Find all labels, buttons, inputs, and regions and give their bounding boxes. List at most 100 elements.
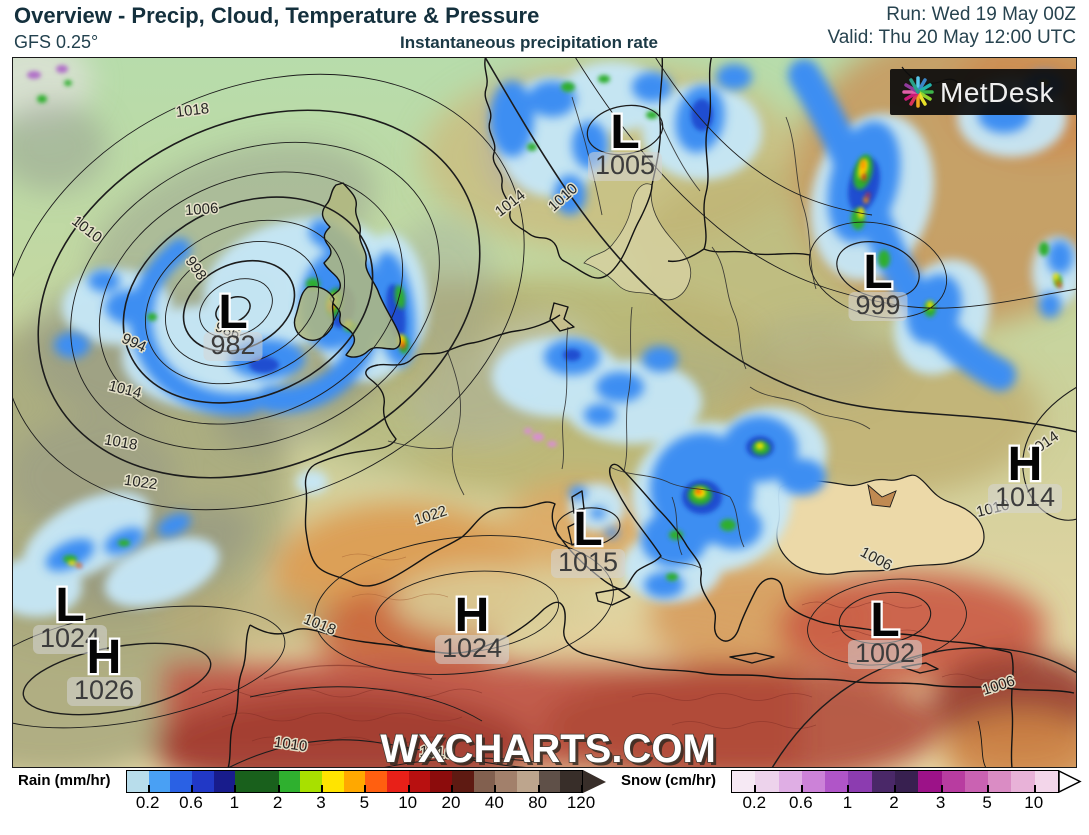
- colorbar-segment: [322, 771, 344, 792]
- colorbar-tick: [581, 785, 583, 792]
- colorbar-tick: [894, 785, 896, 792]
- colorbar-segment: [300, 771, 323, 792]
- colorbar-tick-label: 2: [272, 793, 283, 812]
- wxcharts-watermark: WXCHARTS.COM WXCHARTS.COM: [379, 726, 719, 774]
- colorbar-segment: [495, 771, 518, 792]
- colorbar-tick-label: 0.2: [742, 793, 767, 812]
- pressure-center-letter: L: [870, 594, 899, 647]
- colorbar-tick: [847, 785, 850, 792]
- colorbar-tick-label: 40: [484, 793, 504, 812]
- colorbar-tick: [987, 785, 990, 792]
- mainland-coast: [304, 314, 1012, 654]
- colorbar-segment: [964, 771, 989, 792]
- baltic-sea: [583, 183, 692, 301]
- colorbar-tick-label: 0.6: [789, 793, 813, 812]
- pressure-center-value: 1015: [558, 547, 618, 577]
- pressure-center-value: 999: [855, 290, 900, 320]
- colorbar-tick-label: 0.2: [135, 793, 160, 812]
- parameter-subtitle: Instantaneous precipitation rate: [400, 33, 658, 52]
- pressure-center-letter: H: [455, 589, 490, 642]
- colorbar-segment: [801, 771, 826, 792]
- colorbar-segment: [517, 771, 539, 792]
- sardinia: [567, 520, 585, 546]
- morocco-coast: [227, 624, 251, 769]
- colorbar-tick-label: 80: [528, 793, 548, 812]
- pressure-center-letter: H: [1008, 438, 1043, 491]
- colorbar-tick: [537, 785, 540, 792]
- colorbar-tick: [321, 785, 323, 792]
- colorbar-tick: [407, 785, 410, 792]
- snow-tick-labels: 0.2 0.6 1 2 3 5 10: [731, 793, 1057, 813]
- colorbar-segment: [755, 771, 779, 792]
- colorbar-segment: [473, 771, 496, 792]
- pressure-value-chip: [588, 152, 662, 181]
- crimea: [867, 483, 897, 508]
- colorbar-tick: [451, 785, 453, 792]
- map-border: [12, 57, 1077, 768]
- colorbar-segment: [192, 771, 214, 792]
- pressure-centers: L982L1005L999H1014L1015L1024H1026H1024L1…: [33, 104, 1062, 706]
- denmark: [549, 302, 575, 332]
- snow-colorbar-arrow: [1058, 769, 1082, 798]
- sicily: [595, 588, 631, 606]
- svg-text:WXCHARTS.COM: WXCHARTS.COM: [383, 730, 719, 768]
- rain-colorbar: [126, 770, 583, 793]
- sea-shapes: [583, 183, 985, 575]
- pressure-center-value: 1002: [855, 638, 915, 668]
- black-sea: [776, 474, 985, 575]
- pressure-value-chip: [848, 292, 908, 321]
- nile: [977, 720, 987, 769]
- colorbar-tick: [754, 785, 757, 792]
- colorbar-segment: [387, 771, 409, 792]
- colorbar-tick: [147, 785, 150, 792]
- colorbar-segment: [257, 771, 279, 792]
- colorbar-segment: [1034, 771, 1058, 792]
- pressure-value-chip: [848, 640, 922, 669]
- rain-tick-labels: 0.2 0.6 1 2 3 5 10 20 40 80 120: [126, 793, 595, 813]
- colorbar-tick-label: 120: [566, 793, 596, 812]
- great-britain: [321, 182, 401, 358]
- colorbar-segment: [278, 771, 301, 792]
- pressure-center-value: 982: [210, 330, 255, 360]
- metdesk-logo: MetDesk: [890, 69, 1077, 115]
- pressure-center-letter: L: [55, 579, 84, 632]
- africa-coast: [249, 601, 1075, 694]
- colorbar-segment: [452, 771, 474, 792]
- colorbar-tick-label: 5: [359, 793, 370, 812]
- colorbar-tick-label: 5: [982, 793, 992, 812]
- norway-coast: [484, 54, 653, 279]
- border-layer: [387, 96, 871, 570]
- colorbar-tick: [800, 785, 803, 792]
- metdesk-starburst-icon: [902, 76, 934, 108]
- metdesk-logo-text: MetDesk: [940, 77, 1054, 108]
- pressure-center-letter: L: [573, 503, 602, 556]
- colorbar-segment: [1011, 771, 1035, 792]
- colorbar-segment: [732, 771, 756, 792]
- isobar-label: 1018: [175, 100, 210, 121]
- model-label: GFS 0.25°: [14, 32, 99, 52]
- pressure-center-letter: L: [863, 246, 892, 299]
- colorbar-segment: [825, 771, 849, 792]
- colorbar-tick-label: 10: [1024, 793, 1044, 812]
- pressure-center-value: 1005: [595, 150, 655, 180]
- colorbar-tick: [277, 785, 280, 792]
- snow-legend-label: Snow (cm/hr): [621, 772, 717, 789]
- colorbar-segment: [235, 771, 258, 792]
- colorbar-tick: [1033, 785, 1036, 792]
- isobar-label: 1006: [184, 200, 218, 219]
- colorbar-segment: [871, 771, 895, 792]
- colorbar-segment: [365, 771, 388, 792]
- pressure-value-chip: [435, 635, 509, 664]
- pressure-value-chip: [67, 677, 141, 706]
- colorbar-segment: [988, 771, 1012, 792]
- pressure-center-value: 1024: [442, 633, 502, 663]
- rain-colorbar-arrow: [583, 770, 606, 793]
- weather-map: 1018 1006 1010 998 986 994 1014 1018 1022 1014 101…: [0, 27, 1089, 802]
- pressure-value-chip: [988, 484, 1062, 513]
- pressure-center-letter: H: [87, 631, 122, 684]
- snow-colorbar: [731, 770, 1059, 793]
- colorbar-tick-label: 2: [889, 793, 899, 812]
- colorbar-segment: [538, 771, 561, 792]
- colorbar-tick: [940, 785, 943, 792]
